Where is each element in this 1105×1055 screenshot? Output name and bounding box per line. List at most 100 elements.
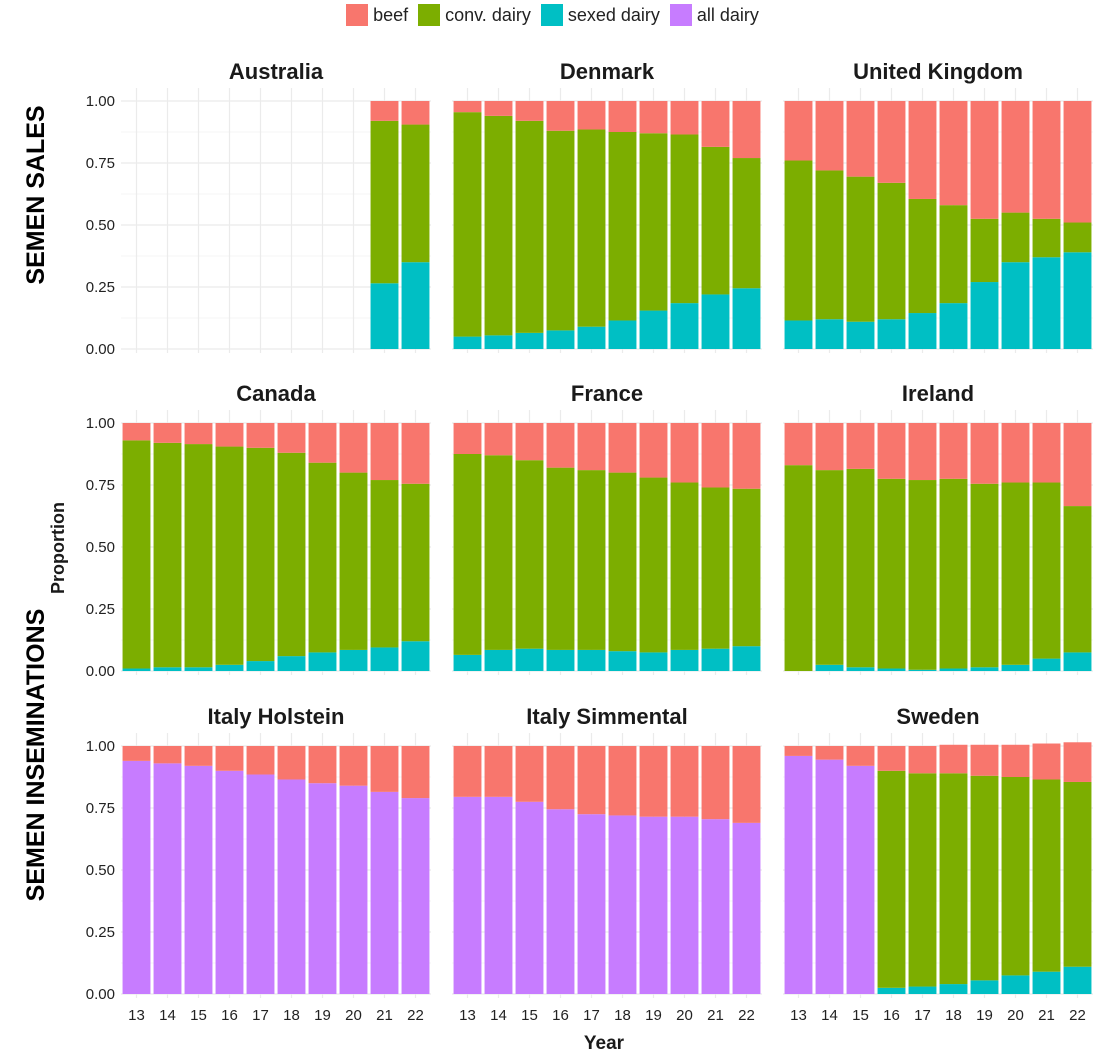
bar-segment-france-16-conv — [546, 467, 575, 650]
bar-segment-france-18-sexed — [608, 651, 637, 671]
bar-segment-italy-simmental-21-beef — [701, 746, 730, 820]
bar-segment-sweden-13-beef — [784, 746, 813, 756]
bar-segment-italy-simmental-19-beef — [639, 746, 668, 817]
bar-segment-canada-21-conv — [370, 480, 399, 648]
x-tick-label: 14 — [159, 1007, 176, 1024]
bar-segment-ireland-22-sexed — [1063, 652, 1092, 671]
bar-segment-italy-simmental-15-beef — [515, 746, 544, 802]
bar-segment-united-kingdom-22-sexed — [1063, 252, 1092, 349]
bar-segment-canada-13-conv — [122, 440, 151, 669]
bar-segment-italy-simmental-21-all — [701, 819, 730, 994]
bar-segment-denmark-17-conv — [577, 129, 606, 327]
bar-segment-ireland-21-sexed — [1032, 658, 1061, 671]
bar-segment-united-kingdom-20-conv — [1001, 212, 1030, 263]
bar-segment-france-15-conv — [515, 460, 544, 649]
bar-segment-italy-simmental-14-all — [484, 796, 513, 994]
bar-segment-sweden-21-conv — [1032, 779, 1061, 972]
bar-segment-united-kingdom-14-conv — [815, 170, 844, 320]
legend-swatch-sexed-dairy — [540, 4, 563, 26]
bar-segment-canada-19-sexed — [308, 652, 337, 671]
bar-segment-ireland-19-conv — [970, 483, 999, 668]
bar-segment-italy-holstein-22-all — [401, 798, 430, 994]
bar-segment-italy-simmental-20-all — [670, 816, 699, 994]
legend-item-beef: beef — [346, 4, 408, 26]
bar-segment-denmark-18-conv — [608, 132, 637, 321]
bar-segment-denmark-20-beef — [670, 101, 699, 135]
bar-segment-france-20-conv — [670, 482, 699, 650]
y-tick-label: 0.75 — [86, 477, 115, 494]
bar-segment-sweden-15-beef — [846, 746, 875, 766]
x-tick-label: 19 — [976, 1007, 993, 1024]
bar-segment-united-kingdom-18-conv — [939, 205, 968, 304]
bar-segment-italy-simmental-17-all — [577, 814, 606, 994]
bar-segment-france-20-beef — [670, 423, 699, 483]
bar-segment-sweden-21-sexed — [1032, 971, 1061, 994]
bar-segment-italy-simmental-22-all — [732, 822, 761, 994]
bar-segment-canada-19-conv — [308, 462, 337, 653]
panel-united-kingdom: United Kingdom — [783, 59, 1093, 353]
bar-segment-canada-13-beef — [122, 423, 151, 441]
x-tick-label: 20 — [676, 1007, 693, 1024]
x-tick-label: 19 — [314, 1007, 331, 1024]
bar-segment-canada-18-sexed — [277, 656, 306, 671]
bar-segment-sweden-20-beef — [1001, 744, 1030, 777]
bar-segment-denmark-17-beef — [577, 101, 606, 130]
legend-label-conv-dairy: conv. dairy — [445, 4, 531, 25]
bar-segment-canada-22-conv — [401, 483, 430, 642]
bar-segment-italy-holstein-20-all — [339, 785, 368, 994]
bar-segment-united-kingdom-16-beef — [877, 101, 906, 183]
bar-segment-canada-15-sexed — [184, 667, 213, 671]
x-tick-label: 17 — [252, 1007, 269, 1024]
bar-segment-ireland-16-beef — [877, 423, 906, 479]
bar-segment-denmark-18-beef — [608, 101, 637, 132]
bar-segment-italy-holstein-19-beef — [308, 746, 337, 784]
bar-segment-united-kingdom-15-sexed — [846, 321, 875, 349]
bar-segment-france-22-sexed — [732, 646, 761, 671]
bar-segment-ireland-17-conv — [908, 480, 937, 670]
bar-segment-united-kingdom-16-conv — [877, 182, 906, 320]
bar-segment-sweden-18-conv — [939, 773, 968, 985]
bar-segment-australia-22-beef — [401, 101, 430, 125]
bar-segment-denmark-18-sexed — [608, 320, 637, 349]
y-tick-label: 0.50 — [86, 862, 115, 879]
bar-segment-france-15-beef — [515, 423, 544, 461]
bar-segment-united-kingdom-13-conv — [784, 160, 813, 321]
bar-segment-italy-holstein-20-beef — [339, 746, 368, 786]
y-tick-label: 1.00 — [86, 738, 115, 755]
bar-segment-united-kingdom-18-sexed — [939, 303, 968, 349]
bar-segment-italy-holstein-22-beef — [401, 746, 430, 799]
bar-segment-italy-holstein-18-all — [277, 779, 306, 994]
y-tick-label: 0.75 — [86, 155, 115, 172]
bar-segment-italy-simmental-18-all — [608, 815, 637, 994]
x-tick-label: 21 — [707, 1007, 724, 1024]
y-tick-label: 0.00 — [86, 986, 115, 1003]
bar-segment-denmark-22-conv — [732, 158, 761, 289]
bar-segment-australia-21-beef — [370, 101, 399, 121]
bar-segment-denmark-14-conv — [484, 115, 513, 336]
panel-title-united-kingdom: United Kingdom — [853, 59, 1023, 84]
bar-segment-denmark-16-beef — [546, 101, 575, 131]
bar-segment-italy-holstein-18-beef — [277, 746, 306, 780]
row-label-semen-inseminations: SEMEN INSEMINATIONS — [22, 609, 50, 902]
bar-segment-canada-13-sexed — [122, 668, 151, 671]
bar-segment-sweden-16-conv — [877, 770, 906, 988]
bar-segment-denmark-19-conv — [639, 133, 668, 311]
legend-swatch-all-dairy — [669, 4, 692, 26]
bar-segment-sweden-20-sexed — [1001, 975, 1030, 994]
x-tick-label: 21 — [376, 1007, 393, 1024]
bar-segment-italy-holstein-14-beef — [153, 746, 182, 764]
x-tick-label: 15 — [852, 1007, 869, 1024]
x-tick-label: 18 — [614, 1007, 631, 1024]
bar-segment-denmark-21-conv — [701, 146, 730, 295]
legend-label-beef: beef — [373, 4, 409, 25]
x-tick-label: 13 — [459, 1007, 476, 1024]
bar-segment-united-kingdom-21-conv — [1032, 218, 1061, 258]
bar-segment-canada-20-sexed — [339, 649, 368, 671]
bar-segment-italy-simmental-15-all — [515, 801, 544, 994]
bar-segment-canada-20-beef — [339, 423, 368, 473]
panel-title-italy-simmental: Italy Simmental — [526, 704, 687, 729]
panel-italy-simmental: Italy Simmental 13 14 15 16 17 18 19 20 21 22 — [452, 704, 762, 1024]
bar-segment-france-19-beef — [639, 423, 668, 478]
y-tick-label: 1.00 — [86, 93, 115, 110]
